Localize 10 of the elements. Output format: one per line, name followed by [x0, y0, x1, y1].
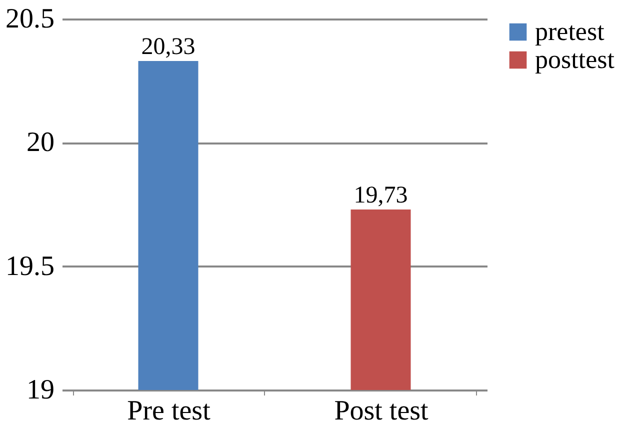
legend-label: posttest: [535, 45, 616, 74]
data-label: 19,73: [354, 182, 408, 208]
y-tick-label: 19.5: [6, 250, 54, 282]
x-tick-label: Post test: [334, 396, 429, 426]
y-tick-label: 19: [26, 374, 54, 406]
y-tick-label: 20: [26, 127, 54, 158]
legend-label: pretest: [535, 17, 606, 46]
data-label: 20,33: [141, 34, 196, 60]
x-tick-label: Pre test: [127, 396, 211, 426]
y-tick-label: 20.5: [6, 4, 54, 34]
